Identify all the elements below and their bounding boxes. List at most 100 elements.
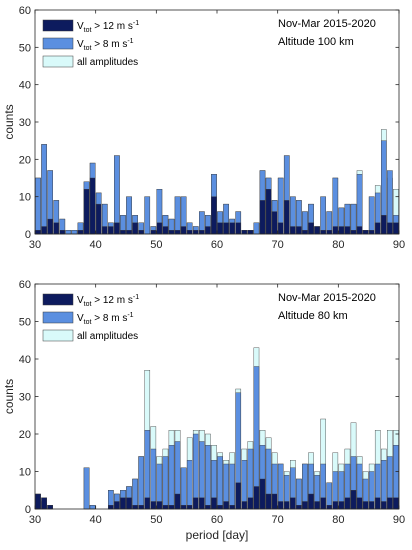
x-tick-label: 70 <box>272 239 284 251</box>
y-axis-label: counts <box>2 379 16 414</box>
series-mid <box>35 366 399 510</box>
legend-swatch-high <box>42 19 74 32</box>
legend-label-mid: Vtot > 8 m s-1 <box>77 312 134 326</box>
bar-high-41 <box>283 501 290 510</box>
chart-panel-100km: 30 40 50 60 70 80 90 0 10 20 30 40 50 60 counts Vtot > … <box>2 5 405 251</box>
bar-mid-43 <box>296 478 302 510</box>
bar-high-35 <box>247 230 254 235</box>
bar-high-42 <box>290 226 296 235</box>
plot-area <box>35 10 399 234</box>
bar-high-26 <box>192 230 199 235</box>
series-high <box>35 478 399 510</box>
bar-high-54 <box>362 501 369 510</box>
bar-high-17 <box>138 505 144 510</box>
bar-high-18 <box>144 497 151 510</box>
bar-high-22 <box>168 505 175 510</box>
bar-high-12 <box>108 505 114 510</box>
bar-mid-36 <box>253 222 260 235</box>
bar-mid-24 <box>180 467 187 510</box>
bar-high-38 <box>265 188 272 235</box>
bar-high-16 <box>132 505 138 510</box>
bar-high-29 <box>211 497 217 510</box>
x-tick-label: 50 <box>150 514 162 526</box>
bar-high-45 <box>308 222 314 235</box>
bar-high-51 <box>344 226 351 235</box>
bar-high-10 <box>95 203 102 235</box>
bar-high-25 <box>186 505 193 510</box>
y-tick-label: 0 <box>25 504 31 516</box>
bar-high-44 <box>302 230 308 235</box>
bar-high-22 <box>168 230 175 235</box>
bar-high-52 <box>350 230 357 235</box>
bar-high-37 <box>259 200 266 235</box>
bar-high-26 <box>192 497 199 510</box>
bar-high-27 <box>199 497 205 510</box>
bar-high-0 <box>35 230 41 235</box>
bar-high-52 <box>350 490 357 510</box>
x-tick-label: 90 <box>393 239 405 251</box>
bar-high-49 <box>332 501 339 510</box>
bar-high-24 <box>180 226 187 235</box>
bar-high-43 <box>296 505 302 510</box>
bar-high-13 <box>114 222 120 235</box>
x-tick-label: 60 <box>211 239 223 251</box>
plot-area <box>35 284 399 509</box>
bar-high-23 <box>174 493 181 510</box>
bar-high-14 <box>120 497 126 510</box>
legend: Vtot > 12 m s-1 Vtot > 8 m s-1 all amplitu… <box>42 293 139 342</box>
bar-mid-21 <box>162 456 169 510</box>
bar-high-57 <box>381 215 387 235</box>
bar-high-20 <box>156 501 163 510</box>
legend-swatch-mid <box>42 311 74 324</box>
bar-high-13 <box>114 501 120 510</box>
bar-high-39 <box>271 211 278 235</box>
bar-high-21 <box>162 505 169 510</box>
bar-high-43 <box>296 226 302 235</box>
y-tick-label: 40 <box>19 80 31 92</box>
bar-high-30 <box>217 222 223 235</box>
y-tick-label: 40 <box>19 354 31 366</box>
bar-high-27 <box>199 230 205 235</box>
bar-high-11 <box>101 226 108 235</box>
bar-high-42 <box>290 497 296 510</box>
y-tick-label: 50 <box>19 42 31 54</box>
bar-high-56 <box>374 222 381 235</box>
bar-high-58 <box>387 497 393 510</box>
bar-mid-53 <box>356 174 363 235</box>
bar-mid-9 <box>89 505 96 510</box>
bar-high-44 <box>302 501 308 510</box>
bar-high-47 <box>320 497 326 510</box>
bar-mid-15 <box>126 196 132 235</box>
bar-high-24 <box>180 505 187 510</box>
bar-high-57 <box>381 501 387 510</box>
bar-high-23 <box>174 230 181 235</box>
bar-mid-1 <box>41 144 47 235</box>
bar-high-35 <box>247 497 254 510</box>
bar-high-1 <box>41 497 47 510</box>
bar-high-19 <box>150 230 157 235</box>
legend-label-all: all amplitudes <box>77 331 138 342</box>
bar-mid-55 <box>368 196 375 235</box>
x-tick-label: 80 <box>332 514 344 526</box>
y-axis-label: counts <box>2 104 16 139</box>
bar-mid-47 <box>320 196 326 235</box>
bar-mid-17 <box>138 456 144 510</box>
bar-high-3 <box>53 222 60 235</box>
legend-swatch-high <box>42 293 74 306</box>
bar-high-2 <box>47 505 53 510</box>
bar-mid-18 <box>144 196 151 235</box>
bar-high-59 <box>393 222 399 235</box>
bar-high-30 <box>217 505 223 510</box>
bar-high-46 <box>314 226 320 235</box>
bar-mid-16 <box>132 478 138 510</box>
chart-panel-80km: 30 40 50 60 70 80 90 0 10 20 30 40 50 60 counts period … <box>2 279 405 542</box>
bar-high-53 <box>356 497 363 510</box>
y-tick-label: 30 <box>19 392 31 404</box>
bar-high-40 <box>277 501 284 510</box>
annotation-line-1: Altitude 100 km <box>278 36 354 48</box>
bar-mid-28 <box>205 445 211 510</box>
legend-label-all: all amplitudes <box>77 57 138 68</box>
legend-swatch-all <box>42 329 74 342</box>
bar-high-37 <box>259 478 266 510</box>
